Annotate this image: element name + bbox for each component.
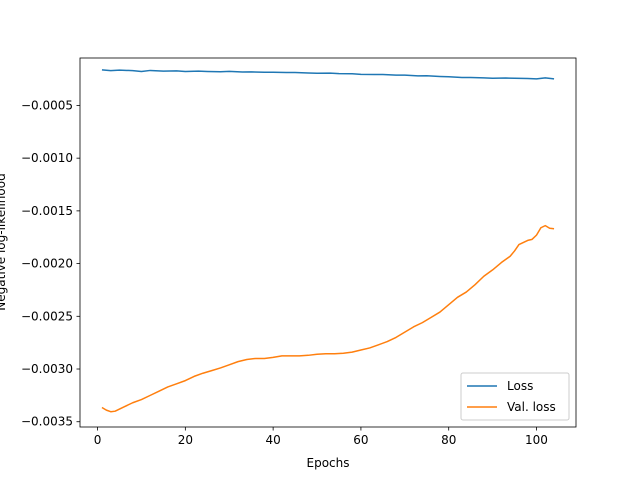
y-tick-label: −0.0020 xyxy=(21,257,73,271)
x-tick-label: 20 xyxy=(178,433,193,447)
x-axis-label: Epochs xyxy=(307,456,350,470)
series-line-val-loss xyxy=(101,224,555,413)
legend-label-loss: Loss xyxy=(507,379,533,393)
y-tick-label: −0.0015 xyxy=(21,204,73,218)
legend-label-val-loss: Val. loss xyxy=(507,400,556,414)
plot-frame xyxy=(79,57,577,428)
y-tick-label: −0.0030 xyxy=(21,362,73,376)
x-tick-label: 60 xyxy=(353,433,368,447)
x-tick-label: 40 xyxy=(265,433,280,447)
y-tick-label: −0.0005 xyxy=(21,98,73,112)
x-tick-label: 100 xyxy=(525,433,548,447)
y-axis-ticks: −0.0005 −0.0010 −0.0015 −0.0020 −0.0025 −0.00… xyxy=(21,98,80,429)
legend-frame xyxy=(460,372,570,421)
y-tick-label: −0.0025 xyxy=(21,309,73,323)
y-axis-label: Negative log-likelihood xyxy=(0,173,8,310)
plot-area xyxy=(79,57,577,428)
legend: Loss Val. loss xyxy=(460,372,570,421)
plot-background xyxy=(80,58,576,427)
x-tick-label: 0 xyxy=(94,433,102,447)
x-axis-ticks: 0 20 40 60 80 100 xyxy=(94,427,548,447)
y-tick-label: −0.0010 xyxy=(21,151,73,165)
series-layer xyxy=(101,69,555,413)
series-line-loss xyxy=(101,69,555,80)
x-tick-label: 80 xyxy=(441,433,456,447)
y-tick-label: −0.0035 xyxy=(21,415,73,429)
